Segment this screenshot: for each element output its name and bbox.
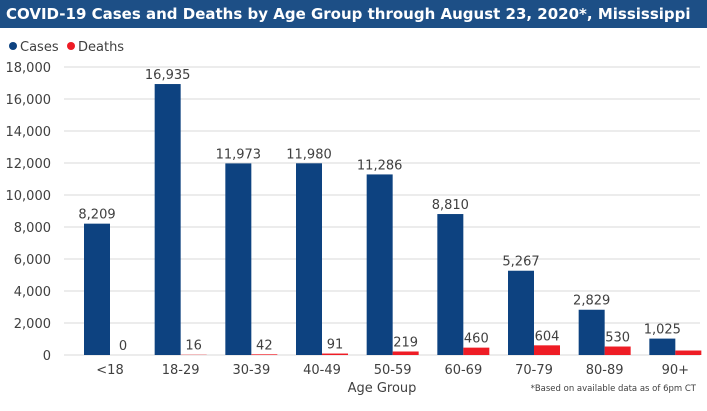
chart-title: COVID-19 Cases and Deaths by Age Group t… [0,0,707,28]
data-label-cases: 5,267 [502,255,539,270]
bar-deaths [534,345,560,355]
bar-cases [84,223,110,355]
legend-label-cases: Cases [20,40,59,55]
x-tick-label: 50-59 [374,363,412,378]
data-label-deaths: 42 [256,338,273,353]
x-tick-label: 40-49 [303,363,341,378]
y-tick-label: 4,000 [14,285,51,300]
x-tick-label: 90+ [662,363,689,378]
legend-marker-deaths [67,42,75,50]
bar-cases [366,174,393,355]
data-label-cases: 8,810 [432,198,469,213]
data-label-deaths: 91 [327,338,344,353]
y-tick-label: 8,000 [14,221,51,236]
footnote: *Based on available data as of 6pm CT [531,384,697,394]
data-label-deaths: 460 [464,332,489,347]
data-label-cases: 2,829 [573,294,610,309]
x-tick-label: <18 [96,363,123,378]
data-label-cases: 1,025 [644,323,681,338]
bar-cases [578,309,605,355]
legend-marker-cases [9,42,17,50]
bar-cases [154,84,181,355]
x-tick-label: 30-39 [232,363,270,378]
bar-deaths [251,354,278,355]
bar-deaths [392,351,419,355]
bar-deaths [604,346,631,355]
x-tick-label: 70-79 [515,363,553,378]
data-label-deaths: 16 [185,339,202,354]
data-label-cases: 11,973 [216,147,262,162]
y-tick-label: 12,000 [6,157,52,172]
bar-cases [649,338,676,355]
bar-cases [508,270,534,355]
x-tick-label: 60-69 [444,363,482,378]
bar-deaths [675,350,702,355]
y-tick-label: 0 [43,349,51,364]
data-label-deaths: 604 [535,329,560,344]
bar-cases [225,163,252,355]
x-tick-label: 18-29 [162,363,200,378]
x-axis-title: Age Group [348,381,417,396]
data-label-deaths: 530 [605,331,630,346]
data-label-cases: 11,286 [357,158,403,173]
data-label-cases: 16,935 [145,68,191,83]
data-label-cases: 11,980 [286,147,332,162]
data-label-cases: 8,209 [78,208,115,223]
bar-cases [296,163,322,355]
y-tick-label: 16,000 [6,93,52,108]
data-label-deaths: 0 [119,339,127,354]
y-tick-label: 10,000 [6,189,52,204]
bar-deaths [463,347,490,355]
y-tick-label: 18,000 [6,61,52,76]
y-tick-label: 2,000 [14,317,51,332]
x-tick-label: 80-89 [586,363,624,378]
y-tick-label: 14,000 [6,125,52,140]
bar-deaths [322,353,348,355]
data-label-deaths: 219 [393,335,418,350]
bar-cases [437,214,464,355]
legend-label-deaths: Deaths [78,40,124,55]
y-tick-label: 6,000 [14,253,51,268]
